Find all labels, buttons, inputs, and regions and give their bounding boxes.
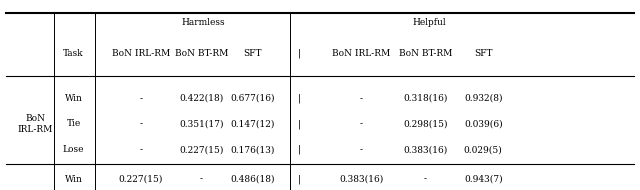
Text: Helpful: Helpful — [412, 18, 445, 27]
Text: -: - — [140, 120, 142, 128]
Text: |: | — [298, 48, 301, 58]
Text: Win: Win — [65, 175, 83, 184]
Text: 0.486(18): 0.486(18) — [230, 175, 275, 184]
Text: -: - — [140, 94, 142, 103]
Text: -: - — [140, 145, 142, 154]
Text: Task: Task — [63, 49, 84, 58]
Text: 0.677(16): 0.677(16) — [230, 94, 275, 103]
Text: BoN IRL-RM: BoN IRL-RM — [111, 49, 170, 58]
Text: 0.227(15): 0.227(15) — [118, 175, 163, 184]
Text: Tie: Tie — [67, 120, 81, 128]
Text: 0.147(12): 0.147(12) — [230, 120, 275, 128]
Text: BoN IRL-RM: BoN IRL-RM — [332, 49, 391, 58]
Text: 0.318(16): 0.318(16) — [403, 94, 448, 103]
Text: 0.383(16): 0.383(16) — [403, 145, 448, 154]
Text: -: - — [360, 94, 363, 103]
Text: |: | — [298, 93, 301, 103]
Text: BoN BT-RM: BoN BT-RM — [175, 49, 228, 58]
Text: 0.176(13): 0.176(13) — [230, 145, 275, 154]
Text: SFT: SFT — [244, 49, 262, 58]
Text: -: - — [360, 120, 363, 128]
Text: 0.932(8): 0.932(8) — [464, 94, 502, 103]
Text: -: - — [360, 145, 363, 154]
Text: Lose: Lose — [63, 145, 84, 154]
Text: |: | — [298, 145, 301, 154]
Text: Win: Win — [65, 94, 83, 103]
Text: 0.029(5): 0.029(5) — [464, 145, 502, 154]
Text: 0.351(17): 0.351(17) — [179, 120, 224, 128]
Text: 0.039(6): 0.039(6) — [464, 120, 502, 128]
Text: 0.227(15): 0.227(15) — [179, 145, 224, 154]
Text: BoN
IRL-RM: BoN IRL-RM — [17, 114, 53, 134]
Text: |: | — [298, 119, 301, 129]
Text: BoN BT-RM: BoN BT-RM — [399, 49, 452, 58]
Text: -: - — [200, 175, 203, 184]
Text: -: - — [424, 175, 427, 184]
Text: 0.383(16): 0.383(16) — [339, 175, 384, 184]
Text: 0.943(7): 0.943(7) — [464, 175, 502, 184]
Text: |: | — [298, 174, 301, 184]
Text: SFT: SFT — [474, 49, 492, 58]
Text: 0.422(18): 0.422(18) — [179, 94, 224, 103]
Text: 0.298(15): 0.298(15) — [403, 120, 448, 128]
Text: Harmless: Harmless — [181, 18, 225, 27]
